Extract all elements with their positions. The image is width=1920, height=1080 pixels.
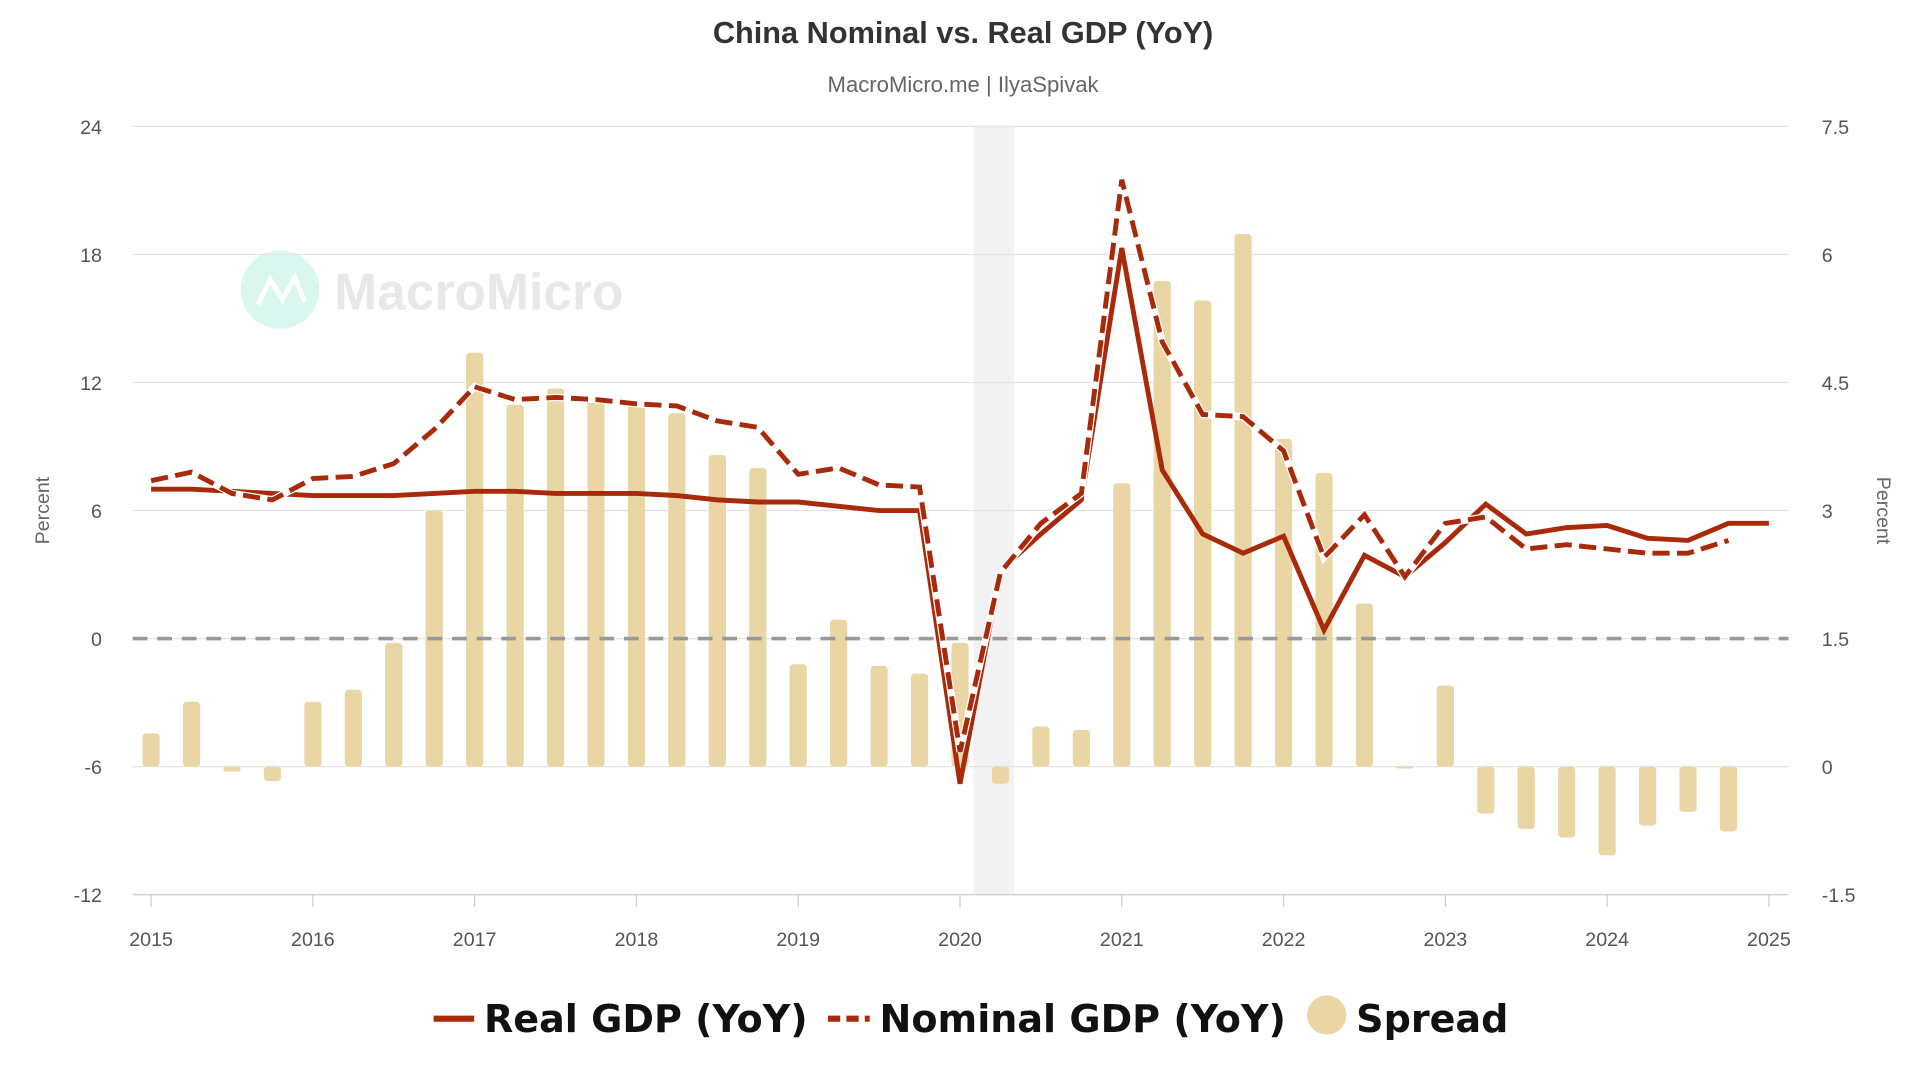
- spread-bar: [1598, 766, 1616, 856]
- svg-text:Real GDP (YoY): Real GDP (YoY): [484, 997, 808, 1041]
- legend-item-real-gdp[interactable]: Real GDP (YoY): [433, 997, 808, 1041]
- spread-bar: [1477, 766, 1495, 814]
- spread-bar: [587, 397, 605, 767]
- spread-bar: [991, 766, 1010, 784]
- x-tick-label: 2024: [1585, 929, 1629, 951]
- left-axis-label: Percent: [32, 476, 54, 544]
- spread-bar: [1517, 766, 1535, 829]
- spread-bar: [1274, 438, 1293, 767]
- spread-bar: [344, 689, 362, 767]
- chart-subtitle: MacroMicro.me | IlyaSpivak: [828, 72, 1100, 97]
- left-tick-label: 24: [80, 117, 102, 139]
- right-tick-label: 6: [1822, 245, 1833, 267]
- legend-item-nominal-gdp[interactable]: Nominal GDP (YoY): [827, 997, 1286, 1041]
- spread-bar: [1638, 766, 1657, 826]
- spread-bar: [1719, 766, 1738, 832]
- x-tick-label: 2021: [1100, 929, 1144, 951]
- right-tick-label: 4.5: [1822, 373, 1849, 395]
- spread-bar: [1436, 685, 1454, 767]
- left-tick-label: 18: [80, 245, 102, 267]
- chart-title: China Nominal vs. Real GDP (YoY): [713, 15, 1213, 50]
- right-tick-label: 0: [1822, 757, 1833, 779]
- left-tick-label: 6: [91, 501, 102, 523]
- spread-bar: [385, 642, 403, 767]
- spread-bar: [263, 766, 282, 782]
- spread-bar: [910, 673, 929, 767]
- nominal-gdp-line: [150, 179, 1730, 753]
- spread-bar: [506, 404, 524, 767]
- right-axis-label: Percent: [1872, 477, 1894, 545]
- x-tick-label: 2018: [615, 929, 659, 951]
- spread-bar: [223, 766, 241, 772]
- spread-bar: [182, 701, 201, 767]
- watermark-logo: MacroMicro: [240, 250, 624, 329]
- x-tick-label: 2016: [291, 929, 335, 951]
- spread-bar: [1396, 766, 1414, 769]
- spread-bar: [1032, 726, 1050, 767]
- x-tick-label: 2020: [938, 929, 982, 951]
- watermark-text: MacroMicro: [334, 262, 623, 320]
- x-tick-label: 2019: [776, 929, 820, 951]
- spread-bar: [1072, 729, 1090, 767]
- spread-bar: [830, 619, 848, 767]
- spread-bar: [1679, 766, 1697, 812]
- spread-bar: [627, 404, 646, 767]
- left-tick-label: 0: [91, 629, 102, 651]
- real-gdp-line: [151, 247, 1769, 785]
- x-tick-label: 2023: [1423, 929, 1467, 951]
- spread-bar: [749, 467, 767, 767]
- right-tick-label: 3: [1822, 501, 1833, 523]
- left-tick-label: -6: [84, 757, 102, 779]
- legend: Real GDP (YoY) Nominal GDP (YoY) Spread: [433, 995, 1508, 1041]
- spread-bar: [1113, 483, 1131, 767]
- x-tick-label: 2025: [1747, 929, 1791, 951]
- x-tick-label: 2015: [129, 929, 173, 951]
- svg-text:Nominal GDP (YoY): Nominal GDP (YoY): [880, 997, 1286, 1041]
- spread-bar: [708, 455, 726, 767]
- right-tick-label: 7.5: [1822, 117, 1849, 139]
- spread-bar: [546, 388, 565, 767]
- legend-item-spread[interactable]: Spread: [1307, 995, 1508, 1041]
- x-tick-label: 2017: [453, 929, 497, 951]
- right-tick-label: 1.5: [1822, 629, 1849, 651]
- spread-bar: [1234, 233, 1252, 767]
- spread-bar: [668, 413, 686, 767]
- spread-bar: [1153, 280, 1171, 767]
- right-tick-label: -1.5: [1822, 885, 1856, 907]
- spread-bar: [304, 701, 322, 767]
- svg-text:Spread: Spread: [1356, 997, 1508, 1041]
- x-tick-label: 2022: [1262, 929, 1306, 951]
- spread-bar: [1355, 603, 1374, 767]
- spread-bar: [870, 665, 888, 767]
- left-tick-label: 12: [80, 373, 102, 395]
- left-tick-label: -12: [74, 885, 102, 907]
- spread-bar: [789, 664, 807, 767]
- spread-bar: [466, 352, 484, 767]
- spread-bar: [142, 733, 160, 767]
- spread-bar: [1558, 766, 1576, 838]
